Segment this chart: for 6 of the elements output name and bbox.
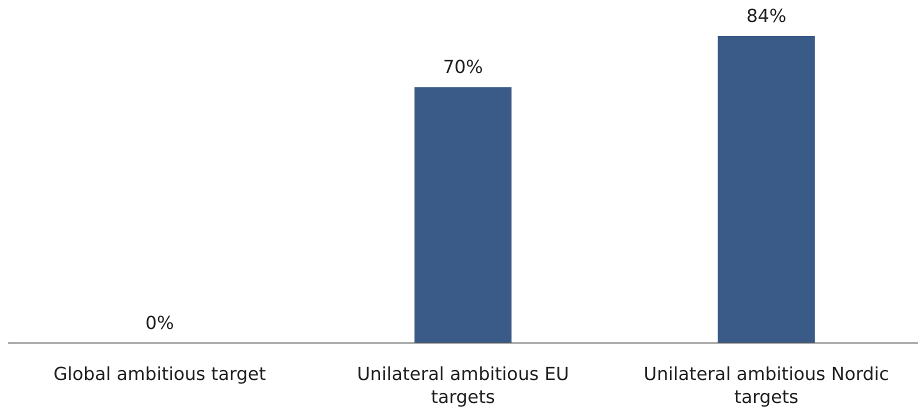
data-label: 84% [746, 6, 786, 27]
data-label: 70% [442, 57, 484, 78]
x-tick-label: Global ambitious target [53, 364, 266, 385]
x-tick-label: Unilateral ambitious EU targets [356, 364, 570, 408]
data-label: 0% [145, 313, 174, 334]
x-tick-label: Unilateral ambitious Nordic targets [644, 364, 890, 408]
